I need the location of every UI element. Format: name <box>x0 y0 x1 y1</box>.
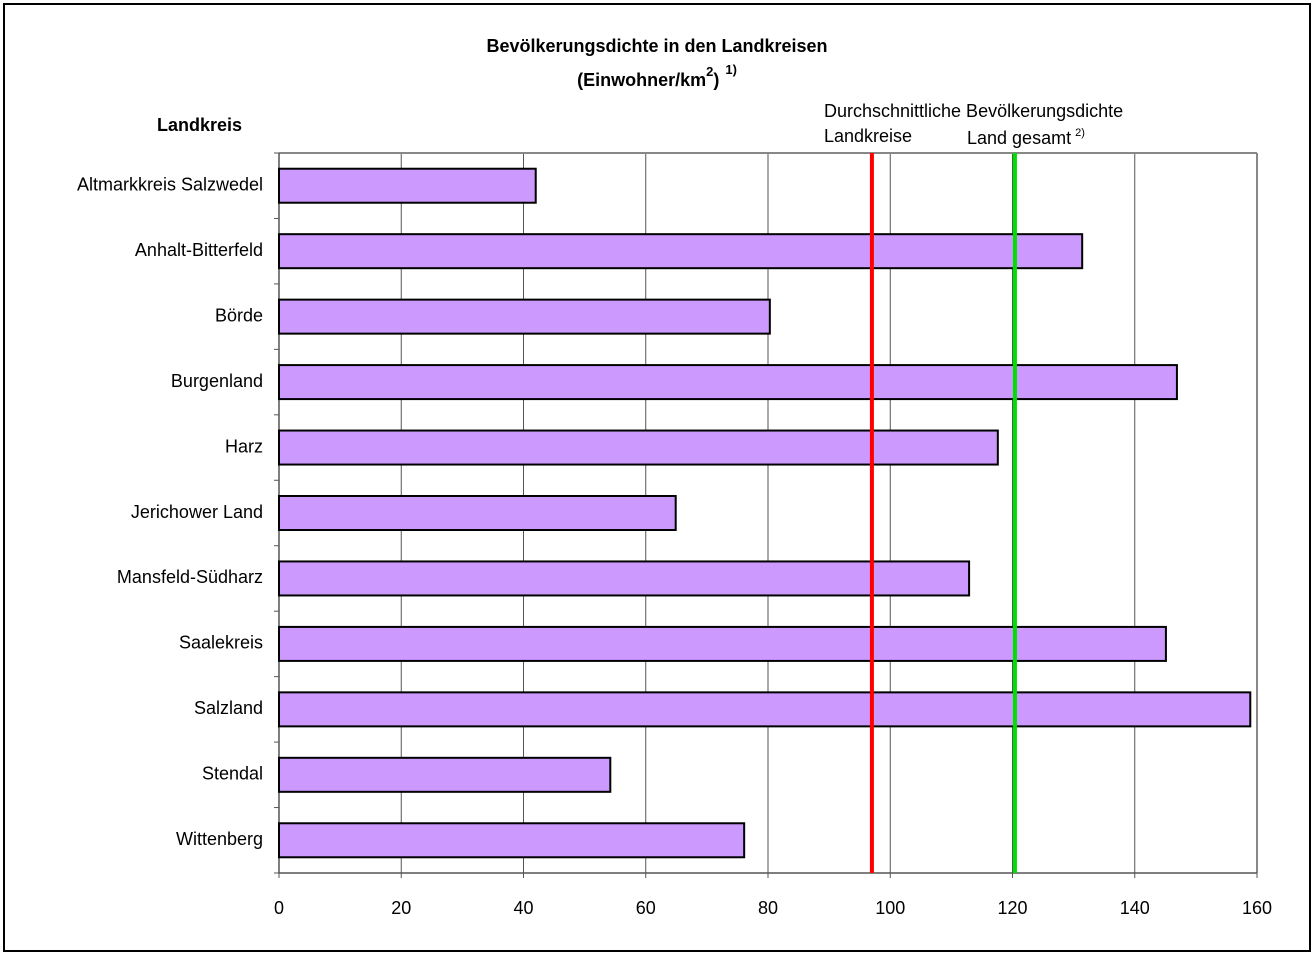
reference-label: Land gesamt 2) <box>967 127 1085 148</box>
reference-label-text: Land gesamt <box>967 128 1071 148</box>
subtitle-footnote: 1) <box>725 62 737 77</box>
y-tick-label: Börde <box>215 305 263 325</box>
bar <box>278 625 1167 662</box>
y-axis-label: Landkreis <box>157 115 242 135</box>
subtitle-close: ) <box>713 70 719 90</box>
bar <box>278 756 612 793</box>
x-tick-label: 80 <box>758 898 778 918</box>
chart-border <box>3 3 1311 952</box>
y-tick-label: Burgenland <box>171 371 263 391</box>
x-tick-label: 140 <box>1120 898 1150 918</box>
y-tick-label: Stendal <box>202 764 263 784</box>
bar <box>278 233 1084 270</box>
x-tick-label: 20 <box>391 898 411 918</box>
y-tick-label: Salzland <box>194 698 263 718</box>
subtitle-sup: 2 <box>706 64 713 79</box>
y-tick-label: Jerichower Land <box>131 502 263 522</box>
y-tick-label: Mansfeld-Südharz <box>117 567 263 587</box>
subtitle-text: (Einwohner/km <box>577 70 706 90</box>
y-tick-label: Saalekreis <box>179 633 263 653</box>
x-tick-label: 160 <box>1242 898 1272 918</box>
x-tick-label: 60 <box>636 898 656 918</box>
bar <box>278 429 999 466</box>
bar <box>278 560 971 597</box>
y-tick-label: Harz <box>225 436 263 456</box>
reference-label: Landkreise <box>824 126 912 146</box>
y-tick-label: Altmarkkreis Salzwedel <box>77 174 263 194</box>
bar <box>278 364 1178 401</box>
reference-footnote: 2) <box>1075 127 1085 139</box>
x-tick-label: 40 <box>513 898 533 918</box>
bar <box>278 298 771 335</box>
bar <box>278 167 537 204</box>
x-tick-label: 120 <box>997 898 1027 918</box>
y-tick-label: Wittenberg <box>176 829 263 849</box>
chart-title: Bevölkerungsdichte in den Landkreisen <box>486 36 827 56</box>
x-tick-label: 100 <box>875 898 905 918</box>
reference-heading: Durchschnittliche Bevölkerungsdichte <box>824 101 1123 121</box>
bar <box>278 822 746 859</box>
bar <box>278 691 1252 728</box>
chart-subtitle: (Einwohner/km2) 1) <box>577 62 737 89</box>
y-tick-label: Anhalt-Bitterfeld <box>135 240 263 260</box>
bar <box>278 495 677 531</box>
x-tick-label: 0 <box>274 898 284 918</box>
